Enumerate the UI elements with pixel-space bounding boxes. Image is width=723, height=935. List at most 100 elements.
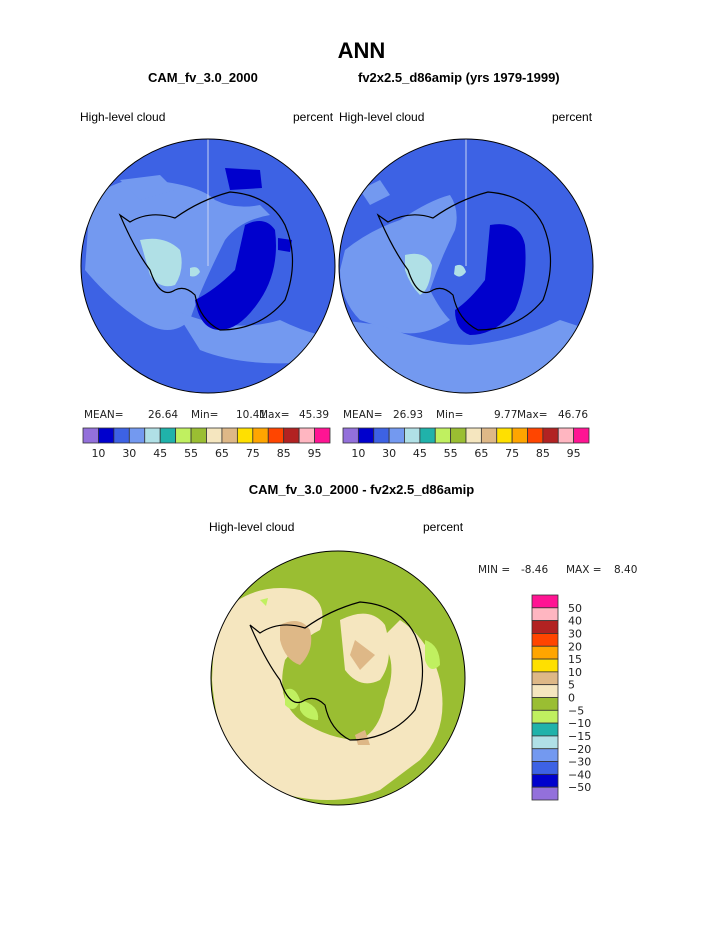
colorbar1-swatch: [283, 427, 300, 444]
panel2-variable-label: High-level cloud: [339, 110, 425, 124]
diff-max-label: MAX =: [566, 564, 602, 576]
panel2-max: 46.76: [558, 409, 589, 421]
colorbar-panel1: 10 30 45 55 65 75 85 95: [82, 427, 331, 460]
colorbar1-swatch: [159, 427, 177, 444]
panel1-units-label: percent: [293, 110, 334, 124]
colorbar-panel2: 10 30 45 55 65 75 85 95: [342, 427, 590, 460]
diff-colorbar-swatch: [531, 748, 559, 762]
colorbar1-swatch: [252, 427, 269, 444]
diff-colorbar-tick-label: −30: [568, 756, 591, 769]
colorbar2-swatch: [465, 427, 482, 444]
diff-colorbar-swatch: [531, 709, 559, 724]
colorbar2-swatch: [404, 427, 421, 444]
colorbar2-tick-label: 30: [382, 447, 396, 460]
colorbar2-swatch: [388, 427, 405, 444]
diff-colorbar-tick-label: 5: [568, 679, 575, 692]
colorbar1-tick-label: 10: [91, 447, 105, 460]
panel1-min-label: Min=: [191, 409, 219, 421]
diff-colorbar-tick-label: 30: [568, 627, 582, 640]
diff-colorbar-tick-label: 20: [568, 640, 582, 653]
diff-variable-label: High-level cloud: [209, 520, 295, 534]
colorbar1-tick-label: 75: [246, 447, 260, 460]
colorbar2-tick-label: 65: [474, 447, 488, 460]
diff-colorbar-swatch: [531, 671, 559, 686]
colorbar1-swatch: [82, 427, 99, 444]
diff-colorbar-tick-label: −50: [568, 781, 591, 794]
colorbar1-tick-label: 95: [308, 447, 322, 460]
colorbar2-swatch: [357, 427, 375, 444]
diff-colorbar-swatch: [531, 735, 559, 750]
panel2-units-label: percent: [552, 110, 593, 124]
panel1-mean-label: MEAN=: [84, 409, 124, 421]
panel1-min: 10.41: [236, 409, 267, 421]
diff-units-label: percent: [423, 520, 464, 534]
colorbar1-swatch: [267, 427, 285, 444]
colorbar1-tick-label: 30: [122, 447, 136, 460]
panel2-min: 9.77: [494, 409, 518, 421]
colorbar2-swatch: [527, 427, 544, 444]
diff-colorbar-swatch: [531, 645, 559, 660]
colorbar1-swatch: [298, 427, 315, 444]
colorbar1-swatch: [144, 427, 161, 444]
diff-colorbar-swatch: [531, 620, 559, 634]
colorbar2-tick-label: 85: [536, 447, 550, 460]
diff-colorbar-swatch: [531, 722, 559, 737]
panel2-min-label: Min=: [436, 409, 464, 421]
colorbar2-swatch: [557, 427, 575, 444]
colorbar1-tick-label: 55: [184, 447, 198, 460]
colorbar1-swatch: [221, 427, 238, 444]
colorbar2-swatch: [434, 427, 452, 444]
colorbar2-tick-label: 75: [505, 447, 519, 460]
diff-colorbar-swatch: [531, 786, 559, 801]
colorbar2-swatch: [450, 427, 467, 444]
colorbar2-swatch: [480, 427, 498, 444]
panel2-mean: 26.93: [393, 409, 424, 421]
map-diff: [211, 551, 465, 805]
map2-border: [338, 138, 594, 394]
panel1-variable-label: High-level cloud: [80, 110, 166, 124]
diff-colorbar-swatch: [531, 658, 559, 673]
colorbar1-swatch: [190, 427, 207, 444]
colorbar1-tick-label: 85: [277, 447, 291, 460]
diff-colorbar-tick-label: −40: [568, 768, 591, 781]
diff-max: 8.40: [614, 564, 638, 576]
colorbar2-swatch: [342, 427, 359, 444]
diff-min-label: MIN =: [478, 564, 511, 576]
colorbar2-swatch: [496, 427, 513, 444]
colorbar1-swatch: [98, 427, 115, 444]
diff-colorbar-tick-label: −20: [568, 743, 591, 756]
colorbar2-tick-label: 10: [351, 447, 365, 460]
diff-colorbar-tick-label: −10: [568, 717, 591, 730]
colorbar1-tick-label: 65: [215, 447, 229, 460]
colorbar2-swatch: [542, 427, 559, 444]
colorbar2-tick-label: 95: [567, 447, 581, 460]
colorbar2-swatch: [573, 427, 590, 444]
colorbar2-swatch: [373, 427, 390, 444]
colorbar2-swatch: [419, 427, 436, 444]
colorbar1-swatch: [206, 427, 223, 444]
diff-colorbar-tick-label: −5: [568, 704, 584, 717]
map1-border: [80, 138, 336, 394]
diff-colorbar-swatch: [531, 633, 559, 647]
map-panel2: [339, 139, 593, 393]
panel1-case-title: CAM_fv_3.0_2000: [148, 70, 258, 85]
diff-colorbar-swatch: [531, 684, 559, 698]
panel1-max-label: Max=: [259, 409, 290, 421]
diff-min: -8.46: [521, 564, 549, 576]
colorbar2-tick-label: 45: [413, 447, 427, 460]
colorbar1-swatch: [314, 427, 331, 444]
diff-colorbar-tick-label: 0: [568, 692, 575, 705]
panel2-case-title: fv2x2.5_d86amip (yrs 1979-1999): [358, 70, 560, 85]
diff-colorbar-swatch: [531, 761, 559, 775]
diff-colorbar-swatch: [531, 594, 559, 609]
diff-title: CAM_fv_3.0_2000 - fv2x2.5_d86amip: [248, 482, 475, 497]
colorbar1-swatch: [236, 427, 254, 444]
diff-colorbar-swatch: [531, 697, 559, 711]
colorbar1-tick-label: 45: [153, 447, 167, 460]
colorbar2-swatch: [511, 427, 528, 444]
diff-colorbar-tick-label: 15: [568, 653, 582, 666]
panel2-max-label: Max=: [517, 409, 548, 421]
